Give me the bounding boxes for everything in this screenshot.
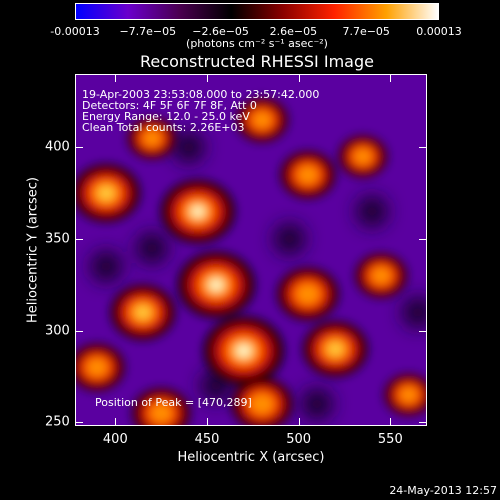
x-tick-label: 550 — [377, 432, 403, 447]
timestamp: 24-May-2013 12:57 — [389, 484, 497, 497]
colorbar-tick-label: 2.6e−05 — [269, 25, 318, 38]
bright-source — [236, 97, 288, 142]
x-tick — [390, 418, 392, 426]
y-tick — [419, 147, 427, 149]
rhessi-image — [75, 74, 427, 426]
annotation-energy: Energy Range: 12.0 - 25.0 keV — [82, 110, 250, 123]
colorbar — [75, 3, 439, 20]
image-canvas — [75, 74, 427, 426]
y-tick-label: 350 — [45, 231, 70, 247]
colorbar-units: (photons cm⁻² s⁻¹ asec⁻²) — [186, 37, 328, 50]
y-tick — [419, 239, 427, 240]
bright-source — [303, 321, 368, 377]
bright-sources — [75, 97, 427, 426]
x-tick-label: 500 — [286, 432, 312, 447]
y-tick-label: 400 — [45, 139, 70, 155]
dark-spot — [356, 195, 388, 228]
y-tick-label: 300 — [45, 323, 70, 339]
dark-spot — [136, 232, 168, 265]
colorbar-tick-label: −2.6e−05 — [192, 25, 249, 38]
plot-title: Reconstructed RHESSI Image — [140, 52, 374, 71]
y-tick — [419, 422, 427, 424]
x-tick — [115, 74, 117, 82]
bright-source — [75, 164, 140, 222]
y-tick — [419, 330, 427, 332]
bright-source — [161, 180, 235, 243]
colorbar-tick-label: 0.00013 — [416, 25, 462, 38]
y-tick — [75, 422, 83, 424]
bright-source — [203, 316, 284, 386]
x-tick-label: 400 — [102, 432, 128, 447]
bright-source — [355, 253, 407, 298]
x-tick — [298, 418, 300, 426]
x-tick — [207, 74, 208, 82]
bright-source — [110, 284, 175, 340]
bright-source — [127, 117, 177, 159]
dark-spot — [90, 250, 123, 283]
colorbar-tick-label: −7.7e−05 — [119, 25, 177, 38]
annotation-clean: Clean Total counts: 2.26E+03 — [82, 121, 245, 134]
annotation-time-range: 19-Apr-2003 23:53:08.000 to 23:57:42.000 — [82, 88, 320, 101]
y-tick — [75, 239, 83, 240]
x-tick — [115, 418, 117, 426]
bright-source — [338, 135, 387, 178]
y-tick — [75, 330, 83, 332]
y-axis-label: Heliocentric Y (arcsec) — [25, 177, 41, 323]
x-tick — [390, 74, 392, 82]
y-tick-label: 250 — [45, 414, 70, 430]
dark-spot — [273, 223, 306, 255]
bright-source — [177, 251, 255, 318]
bright-source — [280, 151, 336, 199]
dark-regions — [90, 131, 427, 420]
x-axis-label: Heliocentric X (arcsec) — [177, 450, 325, 465]
colorbar-tick-label: -0.00013 — [50, 25, 100, 38]
annotation-detectors: Detectors: 4F 5F 6F 7F 8F, Att 0 — [82, 99, 257, 112]
colorbar-tick-label: 7.7e−05 — [342, 25, 390, 38]
x-tick — [207, 418, 208, 426]
bright-source — [384, 374, 427, 416]
dark-spot — [401, 296, 427, 329]
x-tick-label: 450 — [194, 432, 220, 447]
bright-source — [231, 377, 293, 426]
dark-spot — [301, 388, 333, 420]
bright-source — [132, 388, 191, 426]
bright-source — [277, 267, 339, 321]
x-tick — [298, 74, 300, 82]
annotation-peak: Position of Peak = [470,289] — [95, 396, 252, 409]
bright-source — [75, 343, 125, 391]
dark-spot — [172, 131, 205, 164]
y-tick — [75, 147, 83, 149]
